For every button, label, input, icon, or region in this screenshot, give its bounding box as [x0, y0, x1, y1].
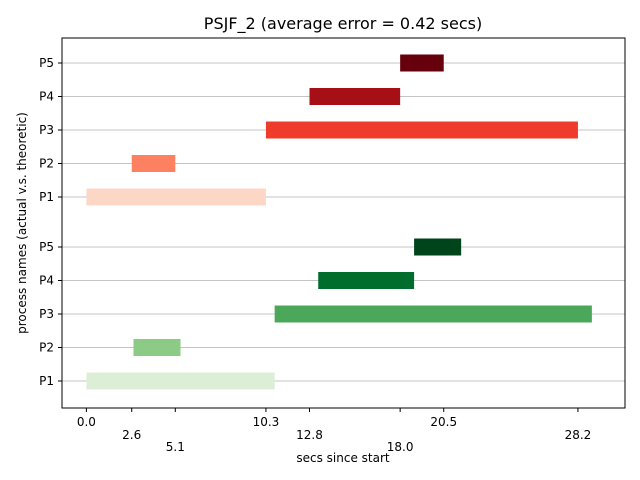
y-tick-label: P3: [39, 123, 54, 137]
y-tick-label: P5: [39, 240, 54, 254]
y-tick-label: P1: [39, 374, 54, 388]
bar-reds-p1: [86, 188, 266, 206]
x-axis-label: secs since start: [296, 451, 390, 465]
y-tick-label: P4: [39, 274, 54, 288]
chart-title: PSJF_2 (average error = 0.42 secs): [204, 14, 482, 34]
bar-greens-p4: [318, 272, 415, 289]
x-tick-label: 12.8: [296, 428, 323, 442]
y-tick-label: P4: [39, 90, 54, 104]
bar-reds-p3: [265, 121, 578, 139]
bar-reds-p2: [131, 155, 176, 172]
bar-reds-p5: [400, 54, 444, 72]
x-tick-label: 28.2: [565, 428, 592, 442]
bar-greens-p2: [133, 339, 181, 356]
bar-greens-p3: [274, 305, 592, 323]
y-axis-label: process names (actual v.s. theoretic): [15, 112, 29, 334]
y-tick-label: P3: [39, 307, 54, 321]
y-tick-label: P5: [39, 56, 54, 70]
bars-layer: [86, 54, 592, 390]
y-ticks: P5 P4 P3 P2 P1 P5 P4 P3 P2 P1: [39, 56, 62, 388]
bar-greens-p1: [86, 372, 275, 390]
x-tick-label: 5.1: [166, 440, 185, 454]
x-tick-label: 0.0: [77, 415, 96, 429]
x-tick-label: 20.5: [430, 415, 457, 429]
y-tick-label: P2: [39, 157, 54, 171]
x-tick-label: 18.0: [387, 440, 414, 454]
x-tick-label: 2.6: [122, 428, 141, 442]
x-tick-label: 10.3: [253, 415, 280, 429]
y-tick-label: P1: [39, 190, 54, 204]
x-ticks: 0.0 2.6 5.1 10.3 12.8 18.0 20.5 28.2: [77, 408, 591, 454]
bar-greens-p5: [414, 238, 462, 256]
y-tick-label: P2: [39, 341, 54, 355]
bar-reds-p4: [309, 88, 401, 105]
plot-frame: [61, 37, 626, 409]
